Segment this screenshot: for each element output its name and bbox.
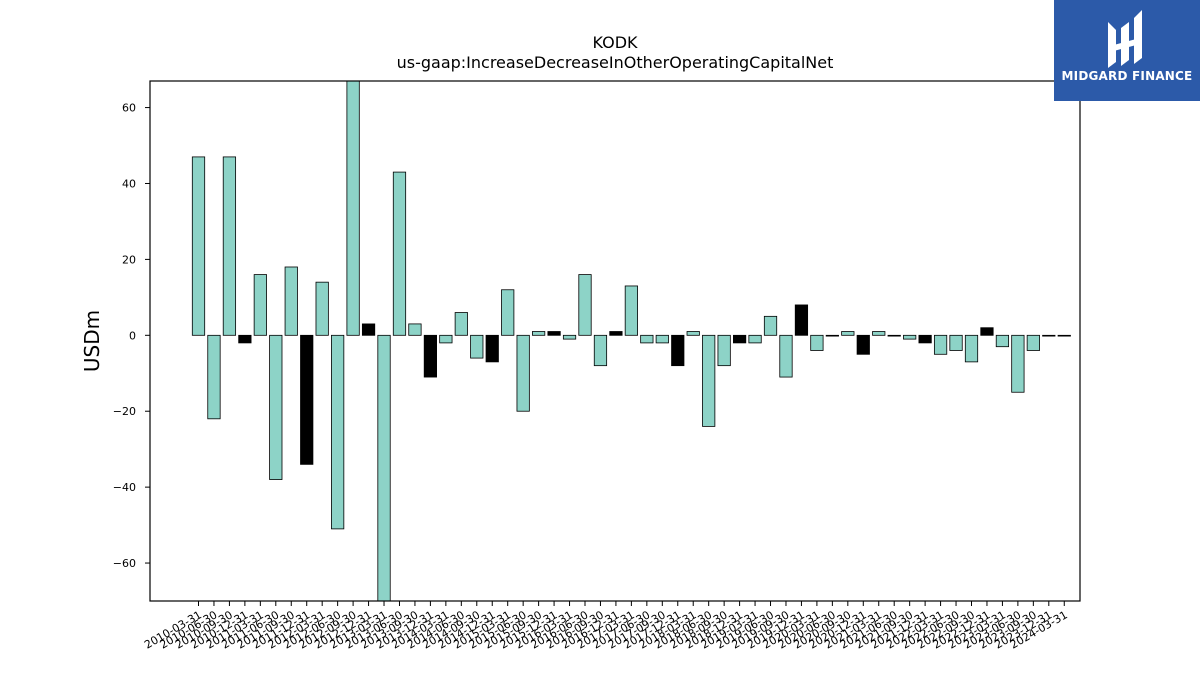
bar-2018-03-31: [686, 331, 700, 336]
bar-2018-09-30: [717, 334, 731, 367]
y-tick-label: 0: [129, 329, 136, 342]
y-tick-label: 20: [122, 253, 136, 266]
midgard-logo-icon: [1054, 0, 1200, 101]
bar-2016-12-31: [609, 331, 623, 336]
y-tick-label: −40: [113, 481, 136, 494]
bar-2017-06-30: [640, 334, 654, 344]
bar-2023-03-31: [995, 334, 1010, 348]
bar-2018-06-30: [702, 334, 716, 427]
bar-2013-06-30: [392, 171, 407, 336]
bar-2012-03-31: [315, 281, 329, 336]
bar-2011-12-31: [300, 334, 314, 465]
y-tick-label: −60: [113, 557, 136, 570]
bar-2013-12-31: [423, 334, 438, 378]
bar-2021-09-30: [903, 334, 917, 340]
bars-group: [191, 80, 1071, 602]
bar-2019-12-31: [794, 304, 809, 336]
bar-2022-09-30: [964, 334, 979, 363]
bar-2011-09-30: [284, 266, 298, 336]
bar-2015-03-31: [501, 289, 515, 336]
bar-2022-12-31: [980, 327, 994, 336]
bar-2023-12-31: [1042, 334, 1056, 337]
bar-2021-12-31: [918, 334, 932, 344]
bar-2022-06-30: [949, 334, 963, 351]
y-tick-label: 40: [122, 177, 136, 190]
bar-2010-09-30: [222, 156, 237, 336]
bar-2020-09-30: [841, 331, 855, 336]
x-axis: 2010-03-312010-06-302010-09-302010-12-31…: [142, 601, 1070, 652]
bar-2017-09-30: [655, 334, 669, 344]
bar-2020-03-31: [810, 334, 824, 351]
bar-2019-03-31: [748, 334, 762, 344]
bar-2024-03-31: [1057, 334, 1071, 337]
chart-title: KODK: [592, 33, 638, 52]
bar-2012-06-30: [331, 334, 345, 530]
bar-2014-03-31: [439, 334, 453, 344]
bar-2021-06-30: [887, 334, 901, 337]
bar-2011-06-30: [269, 334, 283, 480]
logo-text: MIDGARD FINANCE: [1061, 69, 1193, 83]
bar-2012-12-31: [361, 323, 376, 336]
bar-2014-12-31: [485, 334, 499, 363]
bar-2015-09-30: [532, 331, 546, 336]
bar-2015-12-31: [547, 331, 561, 336]
bar-2014-06-30: [454, 312, 468, 336]
bar-2013-03-31: [377, 334, 391, 602]
bar-2023-06-30: [1011, 334, 1025, 393]
bar-2023-09-30: [1026, 334, 1040, 351]
brand-logo: MIDGARD FINANCE: [1054, 0, 1200, 101]
chart-subtitle: us-gaap:IncreaseDecreaseInOtherOperating…: [397, 53, 834, 72]
bar-2020-12-31: [856, 334, 870, 355]
bar-2016-03-31: [562, 334, 577, 340]
bar-2010-12-31: [238, 334, 252, 344]
bar-2017-03-31: [624, 285, 638, 336]
bar-2011-03-31: [253, 274, 267, 336]
bar-2014-09-30: [470, 334, 484, 359]
bar-2018-12-31: [733, 334, 747, 344]
bar-2020-06-30: [825, 334, 839, 337]
y-tick-label: 60: [122, 102, 136, 115]
bar-2021-03-31: [872, 331, 886, 336]
bar-2016-06-30: [578, 274, 592, 336]
bar-2017-12-31: [671, 334, 685, 367]
y-tick-label: −20: [113, 405, 136, 418]
y-axis: −60 −40 −20 0 20 40 60: [113, 102, 150, 570]
bar-2016-09-30: [593, 334, 608, 367]
bar-2019-06-30: [763, 315, 778, 336]
bar-2015-06-30: [516, 334, 530, 412]
plot-frame: [149, 80, 1081, 602]
bar-2012-09-30: [346, 80, 360, 336]
bar-2010-03-31: [191, 156, 206, 336]
bar-2022-03-31: [933, 334, 948, 355]
y-axis-label: USDm: [80, 310, 104, 372]
bar-2019-09-30: [779, 334, 793, 378]
bar-2013-09-30: [408, 323, 422, 336]
bar-2010-06-30: [207, 334, 221, 420]
